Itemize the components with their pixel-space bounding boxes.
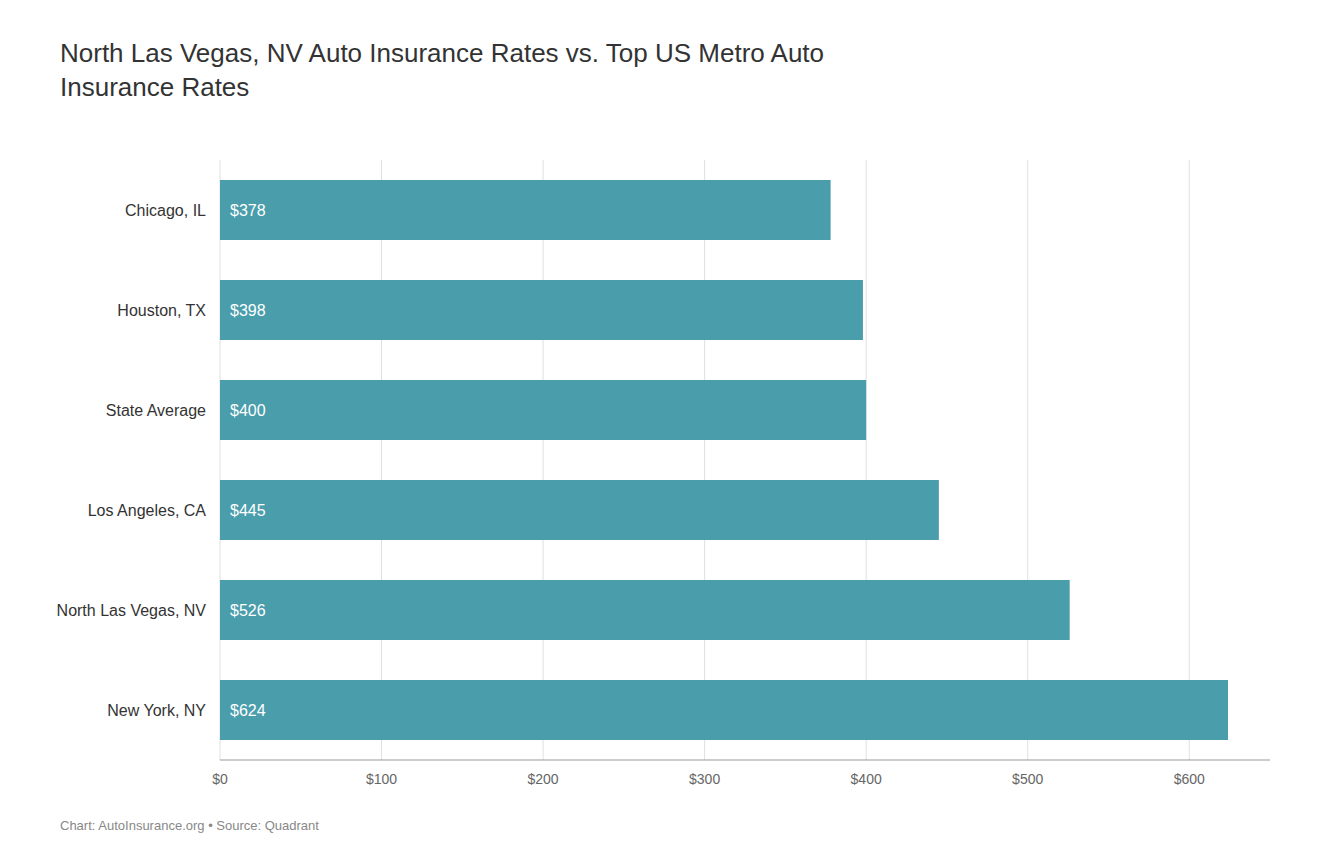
footer-note: Chart: AutoInsurance.org • Source: Quadr… (60, 818, 319, 833)
category-label: Chicago, IL (125, 202, 206, 219)
bar (220, 280, 863, 340)
category-label: Los Angeles, CA (88, 502, 207, 519)
grid (220, 160, 1189, 760)
grid-line (1189, 160, 1190, 760)
bars (220, 180, 1228, 740)
x-tick-label: $400 (851, 771, 882, 787)
data-label: $624 (230, 702, 266, 719)
chart-container: North Las Vegas, NV Auto Insurance Rates… (0, 0, 1320, 856)
x-axis-line (220, 760, 1270, 761)
category-labels: Chicago, IL Houston, TX State Average Los A… (57, 202, 207, 719)
title: North Las Vegas, NV Auto Insurance Rates… (60, 38, 824, 102)
bar (220, 680, 1228, 740)
category-label: Houston, TX (117, 302, 206, 319)
x-tick-label: $100 (366, 771, 397, 787)
x-tick-label: $600 (1174, 771, 1205, 787)
x-tick-label: $300 (689, 771, 720, 787)
x-tick-label: $200 (527, 771, 558, 787)
data-label: $398 (230, 302, 266, 319)
data-label: $378 (230, 202, 266, 219)
bar (220, 380, 866, 440)
grid-line (543, 160, 544, 760)
bar (220, 480, 939, 540)
x-tick-label: $500 (1012, 771, 1043, 787)
data-label: $526 (230, 602, 266, 619)
grid-line (704, 160, 705, 760)
grid-line (1027, 160, 1028, 760)
grid-line (866, 160, 867, 760)
category-label: State Average (106, 402, 206, 419)
category-label: New York, NY (107, 702, 206, 719)
title-line: North Las Vegas, NV Auto Insurance Rates… (60, 38, 824, 68)
data-label: $445 (230, 502, 266, 519)
bar (220, 180, 831, 240)
title-line: Insurance Rates (60, 72, 249, 102)
grid-line (220, 160, 221, 760)
chart-svg: North Las Vegas, NV Auto Insurance Rates… (0, 0, 1320, 856)
x-tick-label: $0 (212, 771, 228, 787)
grid-line (381, 160, 382, 760)
data-label: $400 (230, 402, 266, 419)
data-labels: $378 $398 $400 $445 $526 $624 (230, 202, 266, 719)
bar (220, 580, 1070, 640)
category-label: North Las Vegas, NV (57, 602, 207, 619)
